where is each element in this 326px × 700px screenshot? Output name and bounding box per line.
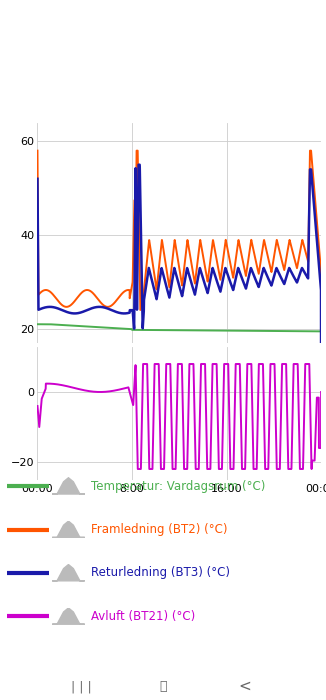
Text: <: < — [11, 30, 28, 50]
Text: ⬜: ⬜ — [159, 680, 167, 693]
Text: <: < — [264, 83, 277, 101]
Text: <: < — [238, 679, 251, 694]
Text: Framledning (BT2) (°C): Framledning (BT2) (°C) — [91, 523, 228, 536]
Polygon shape — [52, 564, 85, 581]
Text: Avluft (BT21) (°C): Avluft (BT21) (°C) — [91, 610, 196, 623]
Text: 02/07/24: 02/07/24 — [116, 84, 184, 99]
Text: v: v — [301, 32, 312, 49]
Text: Temperatur: Vardagsrum (°C): Temperatur: Vardagsrum (°C) — [91, 480, 266, 493]
Text: | | |: | | | — [71, 680, 92, 693]
Text: Returledning (BT3) (°C): Returledning (BT3) (°C) — [91, 566, 230, 580]
Polygon shape — [52, 608, 85, 624]
Text: Dag: Dag — [65, 31, 108, 50]
Text: >: > — [293, 83, 307, 101]
Polygon shape — [52, 521, 85, 538]
Polygon shape — [52, 477, 85, 494]
